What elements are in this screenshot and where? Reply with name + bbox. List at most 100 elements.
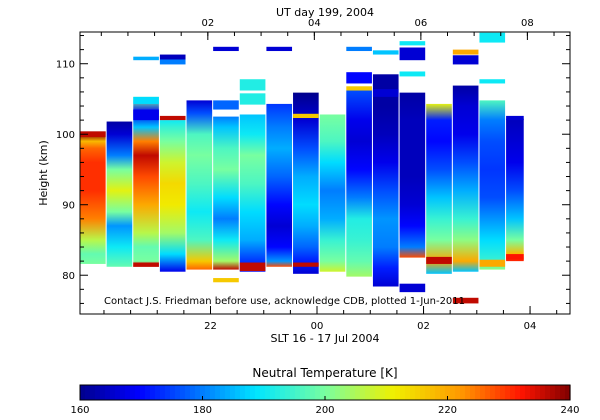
profile-segment (133, 262, 159, 267)
profile-segment (293, 113, 319, 119)
colorbar-cell (180, 385, 186, 400)
colorbar-cell (305, 385, 311, 400)
colorbar-label: Neutral Temperature [K] (252, 366, 397, 380)
profile-segment (293, 262, 319, 267)
profile-segment (239, 93, 266, 105)
profile-segment (399, 41, 426, 46)
colorbar-cell (550, 385, 556, 400)
colorbar-cell (555, 385, 561, 400)
colorbar-cell (150, 385, 156, 400)
colorbar-cell (270, 385, 276, 400)
colorbar-cell (275, 385, 281, 400)
profile-segment (346, 72, 372, 84)
colorbar-cell (390, 385, 396, 400)
profile-segment (479, 32, 506, 43)
colorbar-cell (565, 385, 571, 400)
colorbar-cell (545, 385, 551, 400)
colorbar-cell (345, 385, 351, 400)
profile-column (372, 74, 399, 287)
profile-column (106, 121, 133, 267)
colorbar-cell (380, 385, 386, 400)
colorbar-cell (450, 385, 456, 400)
colorbar-cell (540, 385, 546, 400)
colorbar-cell (515, 385, 521, 400)
colorbar-cell (310, 385, 316, 400)
colorbar-cell (95, 385, 101, 400)
profile-segment (452, 49, 479, 55)
profile-segment (372, 50, 399, 55)
colorbar-cell (285, 385, 291, 400)
profile-segment (133, 109, 159, 121)
y-tick-label: 80 (62, 271, 75, 282)
profile-column (239, 114, 266, 272)
colorbar-frame (79, 384, 571, 401)
chart-title: UT day 199, 2004 (276, 6, 374, 19)
colorbar-cell (435, 385, 441, 400)
colorbar-cell (105, 385, 111, 400)
colorbar-cell (325, 385, 331, 400)
colorbar-cell (475, 385, 481, 400)
colorbar-cell (500, 385, 506, 400)
top-tick-label: 02 (201, 18, 214, 29)
colorbar-cell (340, 385, 346, 400)
colorbar-cell (395, 385, 401, 400)
colorbar-cell (165, 385, 171, 400)
profile-segment (452, 55, 479, 65)
top-tick-label: 08 (521, 18, 534, 29)
y-tick-label: 90 (62, 201, 75, 212)
colorbar-tick-label: 180 (193, 405, 212, 416)
colorbar-cell (410, 385, 416, 400)
colorbar-cell (505, 385, 511, 400)
profile-segment (213, 278, 239, 283)
colorbar-cell (445, 385, 451, 400)
colorbar-tick-label: 160 (70, 405, 89, 416)
colorbar-tick-label: 240 (560, 405, 579, 416)
colorbar-cell (335, 385, 341, 400)
colorbar-cell (80, 385, 86, 400)
profile-column (479, 100, 506, 270)
top-tick-label: 04 (308, 18, 321, 29)
colorbar-cell (440, 385, 446, 400)
colorbar-cell (230, 385, 236, 400)
profile-column (452, 85, 479, 272)
colorbar-cell (195, 385, 201, 400)
profile-segment (479, 79, 506, 84)
colorbar-cell (485, 385, 491, 400)
colorbar-tick-label: 220 (438, 405, 457, 416)
heatmap-data (80, 32, 524, 304)
colorbar-tick-label: 200 (315, 405, 334, 416)
x-tick-label: 22 (204, 321, 217, 332)
profile-segment (506, 254, 524, 260)
colorbar-cell (520, 385, 526, 400)
colorbar-cell (120, 385, 126, 400)
colorbar-cell (350, 385, 356, 400)
colorbar-cell (530, 385, 536, 400)
profile-segment (159, 115, 186, 121)
colorbar-cell (290, 385, 296, 400)
profile-segment (239, 262, 266, 271)
profile-column (80, 131, 106, 264)
profile-column (186, 100, 213, 270)
colorbar-cell (490, 385, 496, 400)
colorbar-cell (330, 385, 336, 400)
profile-segment (399, 71, 426, 77)
colorbar-cell (560, 385, 566, 400)
colorbar-cell (400, 385, 406, 400)
profile-segment (426, 256, 452, 264)
colorbar-cell (420, 385, 426, 400)
x-tick-label: 04 (524, 321, 537, 332)
colorbar-cell (295, 385, 301, 400)
colorbar-cell (190, 385, 196, 400)
profile-column (159, 120, 186, 272)
colorbar-cell (115, 385, 121, 400)
y-tick-label: 100 (56, 130, 75, 141)
profile-segment (372, 89, 399, 97)
profile-column (319, 114, 346, 272)
colorbar-cell (315, 385, 321, 400)
profile-segment (159, 59, 186, 65)
profile-segment (159, 54, 186, 60)
colorbar-cell (100, 385, 106, 400)
colorbar-cell (160, 385, 166, 400)
profile-segment (133, 96, 159, 104)
